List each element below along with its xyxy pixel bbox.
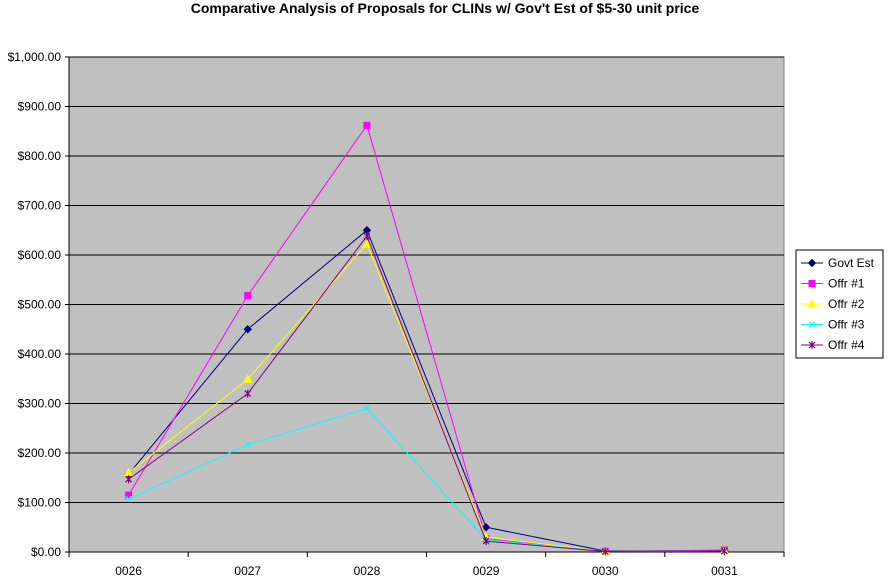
- series-group: [123, 121, 730, 556]
- marker-square: [808, 280, 816, 287]
- marker-x: [808, 321, 816, 328]
- marker-asterisk: [125, 475, 133, 484]
- marker-triangle: [242, 374, 253, 383]
- legend-label: Offr #4: [828, 338, 865, 352]
- marker-asterisk: [808, 341, 816, 349]
- legend: Govt Est Offr #1 Offr #2 Offr #3 Offr #4: [795, 249, 884, 359]
- marker-diamond: [807, 258, 817, 268]
- y-tick-label: $400.00: [18, 347, 62, 361]
- y-tick-label: $600.00: [18, 248, 62, 262]
- marker-asterisk: [244, 389, 252, 398]
- legend-label: Offr #2: [828, 297, 865, 311]
- y-tick-label: $200.00: [18, 446, 62, 460]
- marker-square: [363, 121, 371, 129]
- marker-x: [125, 495, 133, 503]
- y-tick-label: $700.00: [18, 199, 62, 213]
- legend-label: Govt Est: [828, 256, 875, 270]
- y-tick-label: $500.00: [18, 298, 62, 312]
- series-offr-4: [125, 232, 728, 556]
- y-tick-label: $300.00: [18, 397, 62, 411]
- x-tick-label: 0029: [473, 564, 500, 578]
- legend-label: Offr #3: [828, 318, 865, 332]
- y-axis: $0.00 $100.00 $200.00 $300.00 $400.00 $500.00…: [8, 50, 70, 559]
- y-tick-label: $0.00: [31, 545, 61, 559]
- y-tick-label: $900.00: [18, 100, 62, 114]
- marker-triangle: [362, 239, 372, 248]
- marker-x: [244, 441, 252, 449]
- marker-square: [244, 292, 252, 300]
- x-tick-label: 0026: [115, 564, 142, 578]
- series-line: [128, 235, 725, 553]
- marker-asterisk: [720, 547, 728, 556]
- legend-item: Offr #3: [801, 318, 865, 332]
- marker-diamond: [481, 523, 491, 532]
- legend-item: Offr #2: [801, 297, 865, 311]
- marker-asterisk: [601, 547, 609, 556]
- marker-diamond: [243, 325, 252, 334]
- y-tick-label: $100.00: [18, 496, 62, 510]
- x-tick-label: 0030: [592, 564, 619, 578]
- legend-item: Offr #4: [801, 338, 865, 352]
- marker-triangle: [807, 298, 817, 308]
- legend-label: Offr #1: [828, 277, 865, 291]
- x-tick-label: 0027: [234, 564, 261, 578]
- x-axis: 0026 0027 0028 0029 0030 0031: [68, 551, 785, 578]
- marker-x: [363, 405, 371, 412]
- y-tick-label: $800.00: [18, 149, 62, 163]
- chart-title: Comparative Analysis of Proposals for CL…: [190, 0, 700, 16]
- marker-square: [125, 491, 133, 499]
- x-tick-label: 0028: [354, 564, 381, 578]
- gridlines: [69, 56, 784, 503]
- x-tick-label: 0031: [711, 564, 738, 578]
- marker-asterisk: [363, 232, 371, 241]
- y-tick-label: $1,000.00: [8, 50, 62, 64]
- legend-item: Govt Est: [801, 256, 875, 270]
- legend-item: Offr #1: [801, 277, 865, 291]
- marker-asterisk: [482, 537, 490, 546]
